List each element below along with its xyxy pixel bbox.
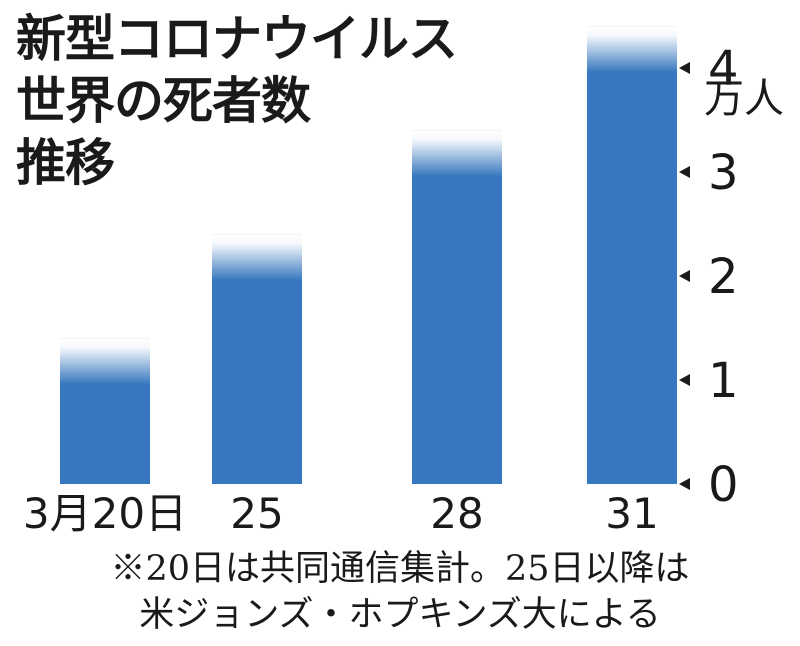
y-tick-label-0: 0 xyxy=(708,457,739,513)
y-tick-marker-1 xyxy=(679,374,690,386)
chart-title-line-2: 世界の死者数 xyxy=(16,72,311,130)
bar-3 xyxy=(412,130,502,484)
x-tick-label-1: 3月20日 xyxy=(23,489,187,538)
source-note-line-2: 米ジョンズ・ホプキンズ大による xyxy=(139,595,661,635)
y-tick-marker-4 xyxy=(679,62,690,74)
x-tick-label-3: 28 xyxy=(430,489,483,538)
chart-title-line-3: 推移 xyxy=(16,134,115,192)
x-tick-label-2: 25 xyxy=(230,489,283,538)
y-tick-label-4: 4 xyxy=(708,41,739,97)
y-axis-unit-label: 万人 xyxy=(704,76,784,122)
x-tick-label-4: 31 xyxy=(605,489,658,538)
bar-4 xyxy=(587,26,677,485)
bar-top-fade-2 xyxy=(212,234,302,281)
y-tick-marker-3 xyxy=(679,166,690,178)
bar-top-fade-1 xyxy=(60,338,150,385)
bar-fill-4 xyxy=(587,26,677,485)
y-tick-label-1: 1 xyxy=(708,353,739,409)
chart-title: 新型コロナウイルス 世界の死者数 推移 xyxy=(16,8,458,194)
y-tick-marker-0 xyxy=(679,478,690,490)
y-tick-label-3: 3 xyxy=(708,145,739,201)
y-tick-label-2: 2 xyxy=(708,249,739,305)
bar-fill-3 xyxy=(412,130,502,484)
bar-top-fade-3 xyxy=(412,130,502,177)
y-tick-marker-2 xyxy=(679,270,690,282)
bar-2 xyxy=(212,234,302,484)
chart-title-line-1: 新型コロナウイルス xyxy=(16,10,458,68)
source-note-line-1: ※20日は共同通信集計。25日以降は xyxy=(110,549,690,589)
bar-1 xyxy=(60,338,150,484)
bar-top-fade-4 xyxy=(587,26,677,73)
